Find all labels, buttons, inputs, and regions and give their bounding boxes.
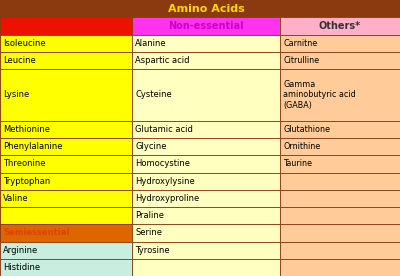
Text: Tryptophan: Tryptophan bbox=[3, 177, 50, 186]
Text: Glycine: Glycine bbox=[135, 142, 167, 151]
Bar bbox=[280, 121, 400, 138]
Text: Threonine: Threonine bbox=[3, 159, 46, 168]
Bar bbox=[0, 242, 132, 259]
Bar bbox=[280, 155, 400, 172]
Text: Valine: Valine bbox=[3, 194, 29, 203]
Bar bbox=[280, 69, 400, 121]
Bar bbox=[280, 259, 400, 276]
Bar bbox=[0, 172, 132, 190]
Text: Hydroxylysine: Hydroxylysine bbox=[135, 177, 195, 186]
Text: Essential: Essential bbox=[41, 21, 91, 31]
Text: Isoleucine: Isoleucine bbox=[3, 39, 46, 48]
Text: Serine: Serine bbox=[135, 228, 162, 237]
Text: Praline: Praline bbox=[135, 211, 164, 220]
Text: Lysine: Lysine bbox=[3, 90, 30, 99]
Text: Hydroxyproline: Hydroxyproline bbox=[135, 194, 200, 203]
Bar bbox=[132, 190, 280, 207]
Bar bbox=[132, 34, 280, 52]
Text: Semiessential: Semiessential bbox=[3, 228, 70, 237]
Bar bbox=[132, 172, 280, 190]
Text: Ornithine: Ornithine bbox=[283, 142, 320, 151]
Bar bbox=[280, 172, 400, 190]
Bar bbox=[0, 207, 132, 224]
Text: Arginine: Arginine bbox=[3, 246, 38, 255]
Bar bbox=[132, 224, 280, 242]
Bar bbox=[132, 207, 280, 224]
Bar bbox=[0, 34, 132, 52]
Text: Gamma
aminobutyric acid
(GABA): Gamma aminobutyric acid (GABA) bbox=[283, 80, 356, 110]
Bar bbox=[280, 190, 400, 207]
Bar bbox=[0, 155, 132, 172]
Bar bbox=[0, 0, 132, 17]
Bar bbox=[132, 17, 280, 34]
Bar bbox=[0, 259, 132, 276]
Text: Alanine: Alanine bbox=[135, 39, 167, 48]
Text: Homocystine: Homocystine bbox=[135, 159, 190, 168]
Bar bbox=[132, 138, 280, 155]
Bar bbox=[280, 0, 400, 17]
Bar bbox=[132, 121, 280, 138]
Bar bbox=[280, 17, 400, 34]
Text: Amino Acids: Amino Acids bbox=[168, 4, 244, 14]
Bar bbox=[132, 242, 280, 259]
Bar bbox=[132, 0, 280, 17]
Text: Glutamic acid: Glutamic acid bbox=[135, 125, 193, 134]
Text: Methionine: Methionine bbox=[3, 125, 50, 134]
Text: Tyrosine: Tyrosine bbox=[135, 246, 170, 255]
Bar bbox=[0, 17, 132, 34]
Text: Histidine: Histidine bbox=[3, 263, 40, 272]
Bar bbox=[280, 138, 400, 155]
Bar bbox=[280, 207, 400, 224]
Bar bbox=[280, 34, 400, 52]
Bar bbox=[0, 69, 132, 121]
Text: Glutathione: Glutathione bbox=[283, 125, 330, 134]
Bar bbox=[132, 69, 280, 121]
Bar bbox=[132, 259, 280, 276]
Bar bbox=[0, 224, 132, 242]
Text: Citrulline: Citrulline bbox=[283, 56, 319, 65]
Text: Leucine: Leucine bbox=[3, 56, 36, 65]
Text: Others*: Others* bbox=[319, 21, 361, 31]
Bar bbox=[280, 242, 400, 259]
Text: Taurine: Taurine bbox=[283, 159, 312, 168]
Bar bbox=[0, 52, 132, 69]
Bar bbox=[132, 155, 280, 172]
Text: Aspartic acid: Aspartic acid bbox=[135, 56, 190, 65]
Text: Phenylalanine: Phenylalanine bbox=[3, 142, 63, 151]
Bar bbox=[0, 121, 132, 138]
Bar bbox=[0, 138, 132, 155]
Bar bbox=[0, 190, 132, 207]
Text: Cysteine: Cysteine bbox=[135, 90, 172, 99]
Bar bbox=[132, 52, 280, 69]
Text: Non-essential: Non-essential bbox=[168, 21, 244, 31]
Bar bbox=[280, 224, 400, 242]
Bar bbox=[280, 52, 400, 69]
Text: Carnitne: Carnitne bbox=[283, 39, 318, 48]
